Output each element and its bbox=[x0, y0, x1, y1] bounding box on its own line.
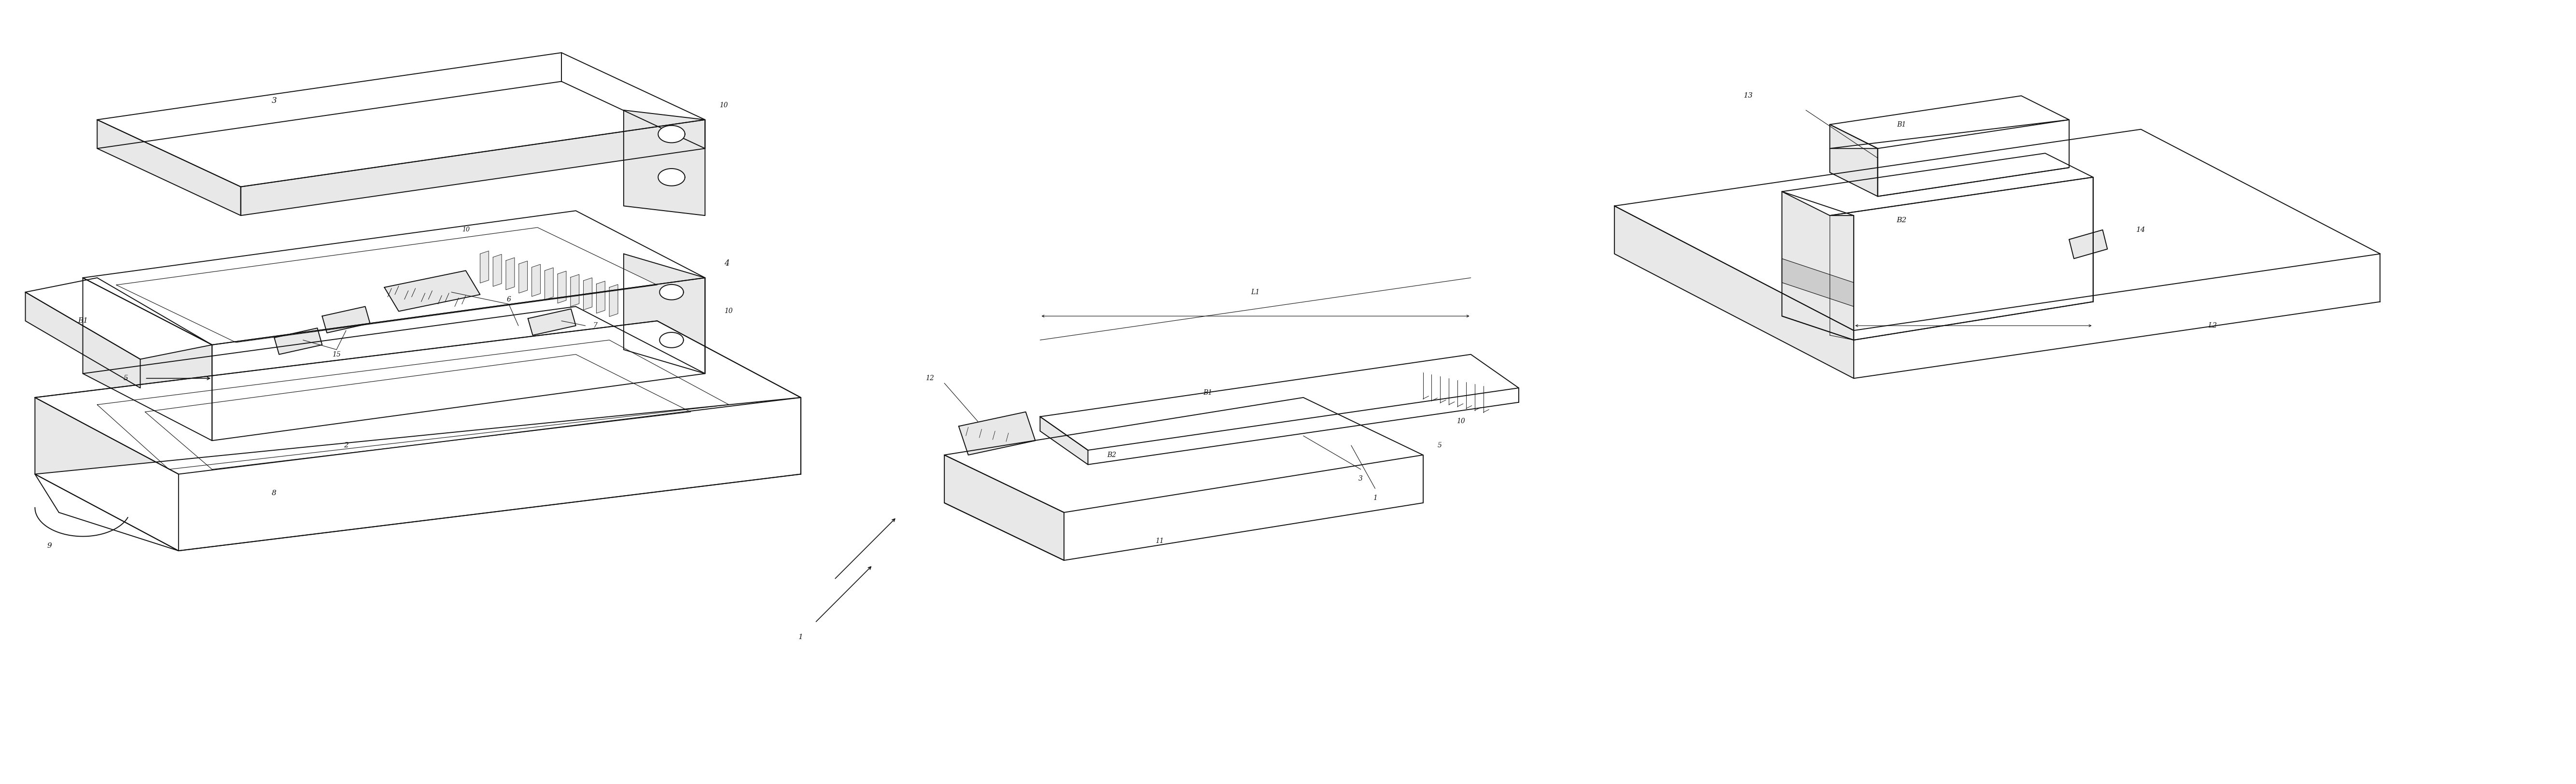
Text: 10: 10 bbox=[461, 227, 469, 233]
Polygon shape bbox=[273, 328, 322, 354]
Text: 1: 1 bbox=[1373, 495, 1378, 502]
Polygon shape bbox=[598, 281, 605, 314]
Text: 8: 8 bbox=[273, 490, 276, 497]
Polygon shape bbox=[36, 321, 801, 474]
Text: 13: 13 bbox=[1744, 93, 1754, 99]
Polygon shape bbox=[531, 264, 541, 296]
Polygon shape bbox=[98, 120, 240, 216]
Polygon shape bbox=[82, 278, 211, 441]
Polygon shape bbox=[1829, 120, 2069, 196]
Text: L2: L2 bbox=[2208, 322, 2218, 329]
Polygon shape bbox=[98, 53, 706, 187]
Text: 10: 10 bbox=[1455, 418, 1466, 425]
Polygon shape bbox=[528, 309, 577, 336]
Text: 10: 10 bbox=[724, 308, 732, 314]
Polygon shape bbox=[569, 274, 580, 307]
Text: B2: B2 bbox=[1896, 217, 1906, 223]
Polygon shape bbox=[945, 397, 1422, 513]
Text: 1: 1 bbox=[799, 633, 804, 641]
Text: 12: 12 bbox=[925, 375, 935, 382]
Text: B2: B2 bbox=[1108, 452, 1115, 459]
Polygon shape bbox=[958, 412, 1036, 455]
Polygon shape bbox=[2069, 230, 2107, 259]
Polygon shape bbox=[1829, 125, 1878, 196]
Polygon shape bbox=[659, 285, 683, 299]
Polygon shape bbox=[144, 354, 690, 470]
Polygon shape bbox=[556, 271, 567, 303]
Polygon shape bbox=[384, 270, 479, 311]
Polygon shape bbox=[657, 169, 685, 186]
Polygon shape bbox=[659, 332, 683, 347]
Polygon shape bbox=[611, 285, 618, 317]
Text: 7: 7 bbox=[592, 322, 598, 329]
Text: 2: 2 bbox=[343, 442, 348, 448]
Polygon shape bbox=[240, 120, 706, 216]
Polygon shape bbox=[1615, 206, 1855, 379]
Polygon shape bbox=[36, 397, 801, 551]
Text: B1: B1 bbox=[1896, 122, 1906, 128]
Text: B1: B1 bbox=[1203, 390, 1213, 396]
Polygon shape bbox=[544, 267, 554, 299]
Text: 10: 10 bbox=[719, 102, 729, 109]
Polygon shape bbox=[479, 251, 489, 283]
Text: 3: 3 bbox=[270, 96, 276, 105]
Polygon shape bbox=[82, 211, 706, 345]
Polygon shape bbox=[1041, 416, 1087, 465]
Polygon shape bbox=[505, 258, 515, 290]
Text: 3: 3 bbox=[1358, 476, 1363, 482]
Polygon shape bbox=[1829, 177, 2094, 340]
Polygon shape bbox=[36, 397, 178, 551]
Text: L1: L1 bbox=[1252, 289, 1260, 296]
Text: B1: B1 bbox=[77, 318, 88, 325]
Polygon shape bbox=[26, 292, 139, 388]
Text: 4: 4 bbox=[724, 260, 729, 267]
Polygon shape bbox=[492, 254, 502, 286]
Polygon shape bbox=[1041, 354, 1520, 450]
Polygon shape bbox=[623, 111, 706, 216]
Polygon shape bbox=[116, 227, 657, 343]
Text: 14: 14 bbox=[2136, 227, 2146, 234]
Polygon shape bbox=[1783, 153, 2094, 216]
Text: 5: 5 bbox=[124, 375, 129, 382]
Polygon shape bbox=[322, 307, 371, 333]
Text: 6: 6 bbox=[507, 296, 510, 303]
Text: 9: 9 bbox=[46, 543, 52, 550]
Polygon shape bbox=[211, 278, 706, 441]
Text: 11: 11 bbox=[1157, 538, 1164, 545]
Polygon shape bbox=[26, 278, 211, 359]
Polygon shape bbox=[1783, 191, 1855, 340]
Polygon shape bbox=[1829, 96, 2069, 148]
Text: 5: 5 bbox=[1437, 442, 1443, 448]
Polygon shape bbox=[945, 455, 1064, 561]
Polygon shape bbox=[518, 261, 528, 293]
Polygon shape bbox=[1783, 259, 1855, 307]
Text: 15: 15 bbox=[332, 351, 340, 358]
Polygon shape bbox=[623, 254, 706, 373]
Polygon shape bbox=[1615, 129, 2380, 331]
Polygon shape bbox=[657, 125, 685, 143]
Polygon shape bbox=[98, 340, 729, 470]
Polygon shape bbox=[582, 278, 592, 310]
